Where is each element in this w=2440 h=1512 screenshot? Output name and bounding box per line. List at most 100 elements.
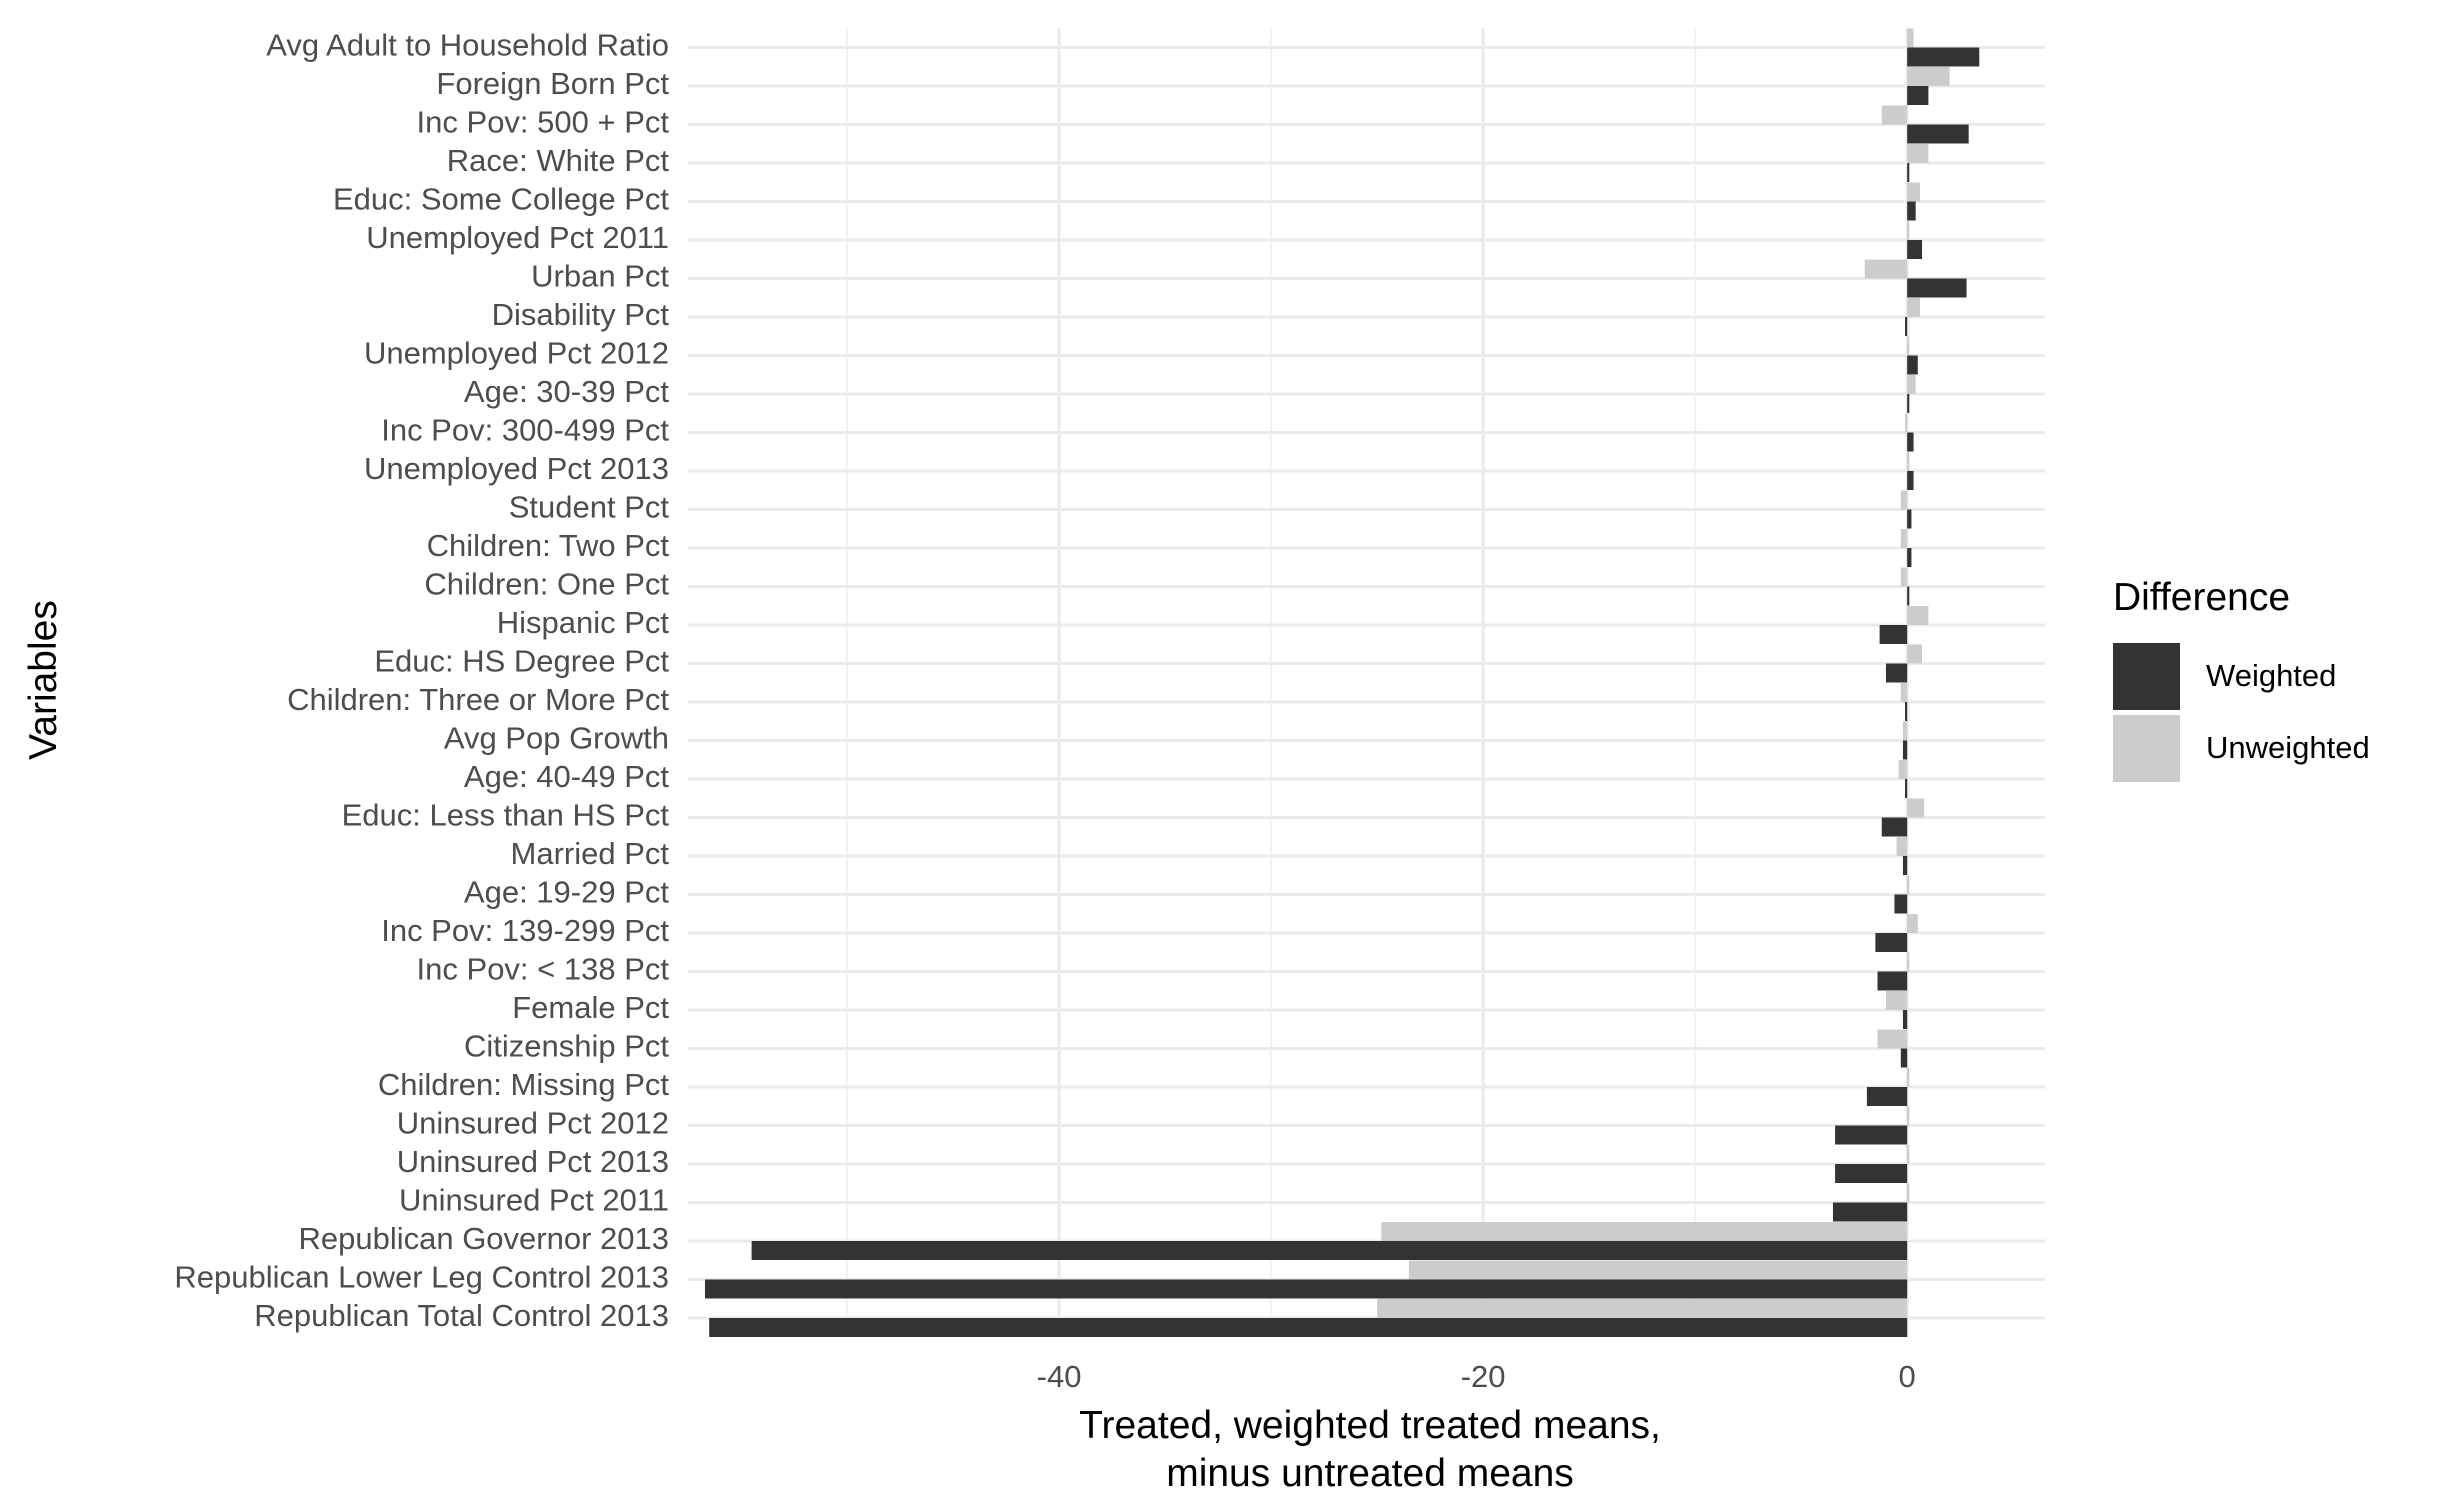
bar-unweighted [1907,182,1920,202]
bar-weighted [1907,394,1910,413]
category-label: Disability Pct [492,297,670,332]
bar-unweighted [1907,952,1910,972]
category-label: Race: White Pct [447,143,670,178]
category-label: Uninsured Pct 2012 [397,1106,669,1141]
category-label: Age: 19-29 Pct [464,875,669,910]
bar-weighted [1907,47,1980,67]
bar-unweighted [1907,1106,1910,1126]
bar-unweighted [1907,1068,1910,1087]
legend-label-unweighted: Unweighted [2206,730,2370,765]
bar-weighted [1905,702,1908,721]
legend-key-unweighted [2113,715,2180,782]
bar-unweighted [1907,375,1916,394]
legend-label-weighted: Weighted [2206,658,2336,693]
bar-weighted [1835,1125,1908,1145]
bar-weighted [1905,779,1908,798]
bar-weighted [1907,278,1967,298]
bar-unweighted [1907,28,1914,48]
category-label: Children: Two Pct [427,528,670,563]
bar-unweighted [1907,298,1920,317]
category-label: Unemployed Pct 2012 [364,336,669,371]
legend: Difference Weighted Unweighted [2113,576,2370,782]
bar-unweighted [1881,105,1908,125]
bar-weighted [1832,1202,1908,1222]
bar-unweighted [1907,875,1910,895]
bar-weighted [1877,971,1908,991]
x-tick-labels: -40 -20 0 [1037,1359,1916,1394]
bar-weighted [1907,432,1914,452]
bar-unweighted [1900,490,1908,510]
category-label: Republican Lower Leg Control 2013 [174,1260,669,1295]
bar-weighted [1907,163,1910,182]
category-label: Uninsured Pct 2011 [399,1183,669,1218]
bar-unweighted [1907,798,1925,818]
bar-unweighted [1907,606,1929,625]
bar-unweighted [1907,914,1918,933]
bar-unweighted [1907,644,1923,664]
category-label: Urban Pct [531,259,669,294]
bar-unweighted [1408,1260,1908,1280]
bar-unweighted [1885,991,1908,1010]
bar-weighted [1905,317,1908,336]
bar-unweighted [1907,1145,1910,1164]
bar-weighted [751,1241,1908,1260]
category-label: Uninsured Pct 2013 [397,1144,669,1179]
category-label: Republican Governor 2013 [298,1221,669,1256]
category-label: Unemployed Pct 2013 [364,451,669,486]
legend-title: Difference [2113,576,2290,619]
bar-unweighted [1864,259,1908,279]
bar-weighted [1902,740,1908,760]
category-label: Children: Missing Pct [378,1067,670,1102]
bar-weighted [1907,124,1969,144]
bar-weighted [1894,894,1908,914]
category-label: Hispanic Pct [497,605,670,640]
x-axis-title-line-2: minus untreated means [1166,1452,1574,1495]
category-label: Children: Three or More Pct [287,682,669,717]
bar-weighted [1875,933,1908,952]
bar-weighted [1907,201,1916,221]
bar-unweighted [1907,221,1910,240]
category-label: Foreign Born Pct [436,66,669,101]
category-label: Inc Pov: 500 + Pct [417,105,670,140]
bar-weighted [709,1318,1908,1337]
bars [704,28,1980,1337]
bar-weighted [1907,509,1912,529]
bar-unweighted [1902,721,1908,741]
bar-weighted [704,1279,1908,1299]
bar-unweighted [1896,837,1908,856]
x-tick-label: -20 [1461,1359,1506,1394]
category-label: Female Pct [512,990,669,1025]
bar-weighted [1835,1164,1908,1183]
category-label: Inc Pov: < 138 Pct [417,952,670,987]
bar-unweighted [1907,452,1910,471]
x-axis-title-line-1: Treated, weighted treated means, [1079,1404,1661,1447]
bar-weighted [1900,1048,1908,1068]
bar-unweighted [1907,1183,1910,1203]
bar-unweighted [1900,567,1908,587]
category-label: Educ: Some College Pct [333,182,669,217]
bar-unweighted [1381,1222,1908,1241]
category-label: Citizenship Pct [464,1029,669,1064]
x-tick-label: 0 [1899,1359,1916,1394]
bar-weighted [1885,663,1908,683]
bar-weighted [1907,586,1910,606]
category-label: Avg Adult to Household Ratio [266,28,669,63]
x-tick-label: -40 [1037,1359,1082,1394]
category-label: Educ: HS Degree Pct [374,644,669,679]
category-label: Inc Pov: 139-299 Pct [381,913,669,948]
bar-unweighted [1907,336,1910,356]
bar-weighted [1907,471,1914,490]
bar-unweighted [1907,67,1950,86]
bar-weighted [1907,86,1929,105]
category-label: Republican Total Control 2013 [254,1298,669,1333]
bar-unweighted [1377,1299,1908,1318]
category-label: Inc Pov: 300-499 Pct [381,413,669,448]
bar-unweighted [1905,413,1908,433]
y-axis-title: Variables [22,600,65,760]
bar-weighted [1902,1010,1908,1029]
bar-unweighted [1907,144,1929,163]
category-label: Married Pct [511,836,670,871]
bar-weighted [1907,355,1918,375]
